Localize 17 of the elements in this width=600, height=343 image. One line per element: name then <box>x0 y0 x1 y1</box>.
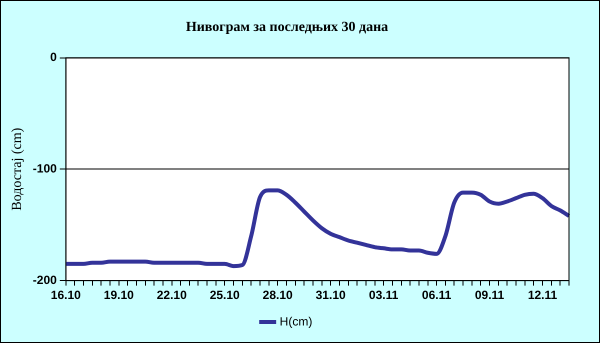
x-tick-label: 09.11 <box>474 288 505 302</box>
x-tick-label: 03.11 <box>368 288 399 302</box>
x-tick-label: 31.10 <box>316 288 346 302</box>
chart-title: Нивограм за последњих 30 дана <box>186 20 388 36</box>
y-tick-label: -200 <box>32 272 58 287</box>
x-tick-label: 16.10 <box>50 288 82 302</box>
x-tick-label: 25.10 <box>210 288 240 302</box>
x-tick-label: 28.10 <box>262 288 294 302</box>
y-tick-label: -100 <box>32 162 58 176</box>
y-axis-title: Водостај (cm) <box>10 127 26 211</box>
y-tick-label: 0 <box>50 50 58 64</box>
legend-label: H(cm) <box>280 314 312 328</box>
line-series <box>64 188 571 268</box>
x-tick-label: 12.11 <box>528 288 558 302</box>
x-tick-label: 22.10 <box>156 288 188 302</box>
x-tick-label: 19.10 <box>104 288 134 302</box>
x-tick-label: 06.11 <box>422 288 452 302</box>
